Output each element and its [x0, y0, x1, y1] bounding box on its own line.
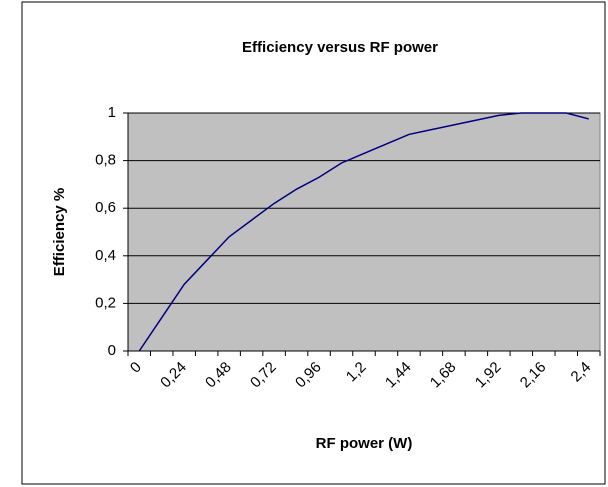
y-tick-label: 0,8: [95, 152, 116, 169]
y-tick-label: 1: [108, 104, 116, 121]
plot-area: [127, 112, 601, 352]
y-tick-label: 0,6: [95, 199, 116, 216]
y-tick-label: 0,2: [95, 294, 116, 311]
y-tick-label: 0: [108, 342, 116, 359]
x-axis-label: RF power (W): [316, 435, 413, 452]
y-tick-label: 0,4: [95, 247, 116, 264]
data-line: [138, 112, 589, 352]
y-axis-label: Efficiency %: [51, 188, 68, 276]
chart-title: Efficiency versus RF power: [242, 39, 438, 56]
